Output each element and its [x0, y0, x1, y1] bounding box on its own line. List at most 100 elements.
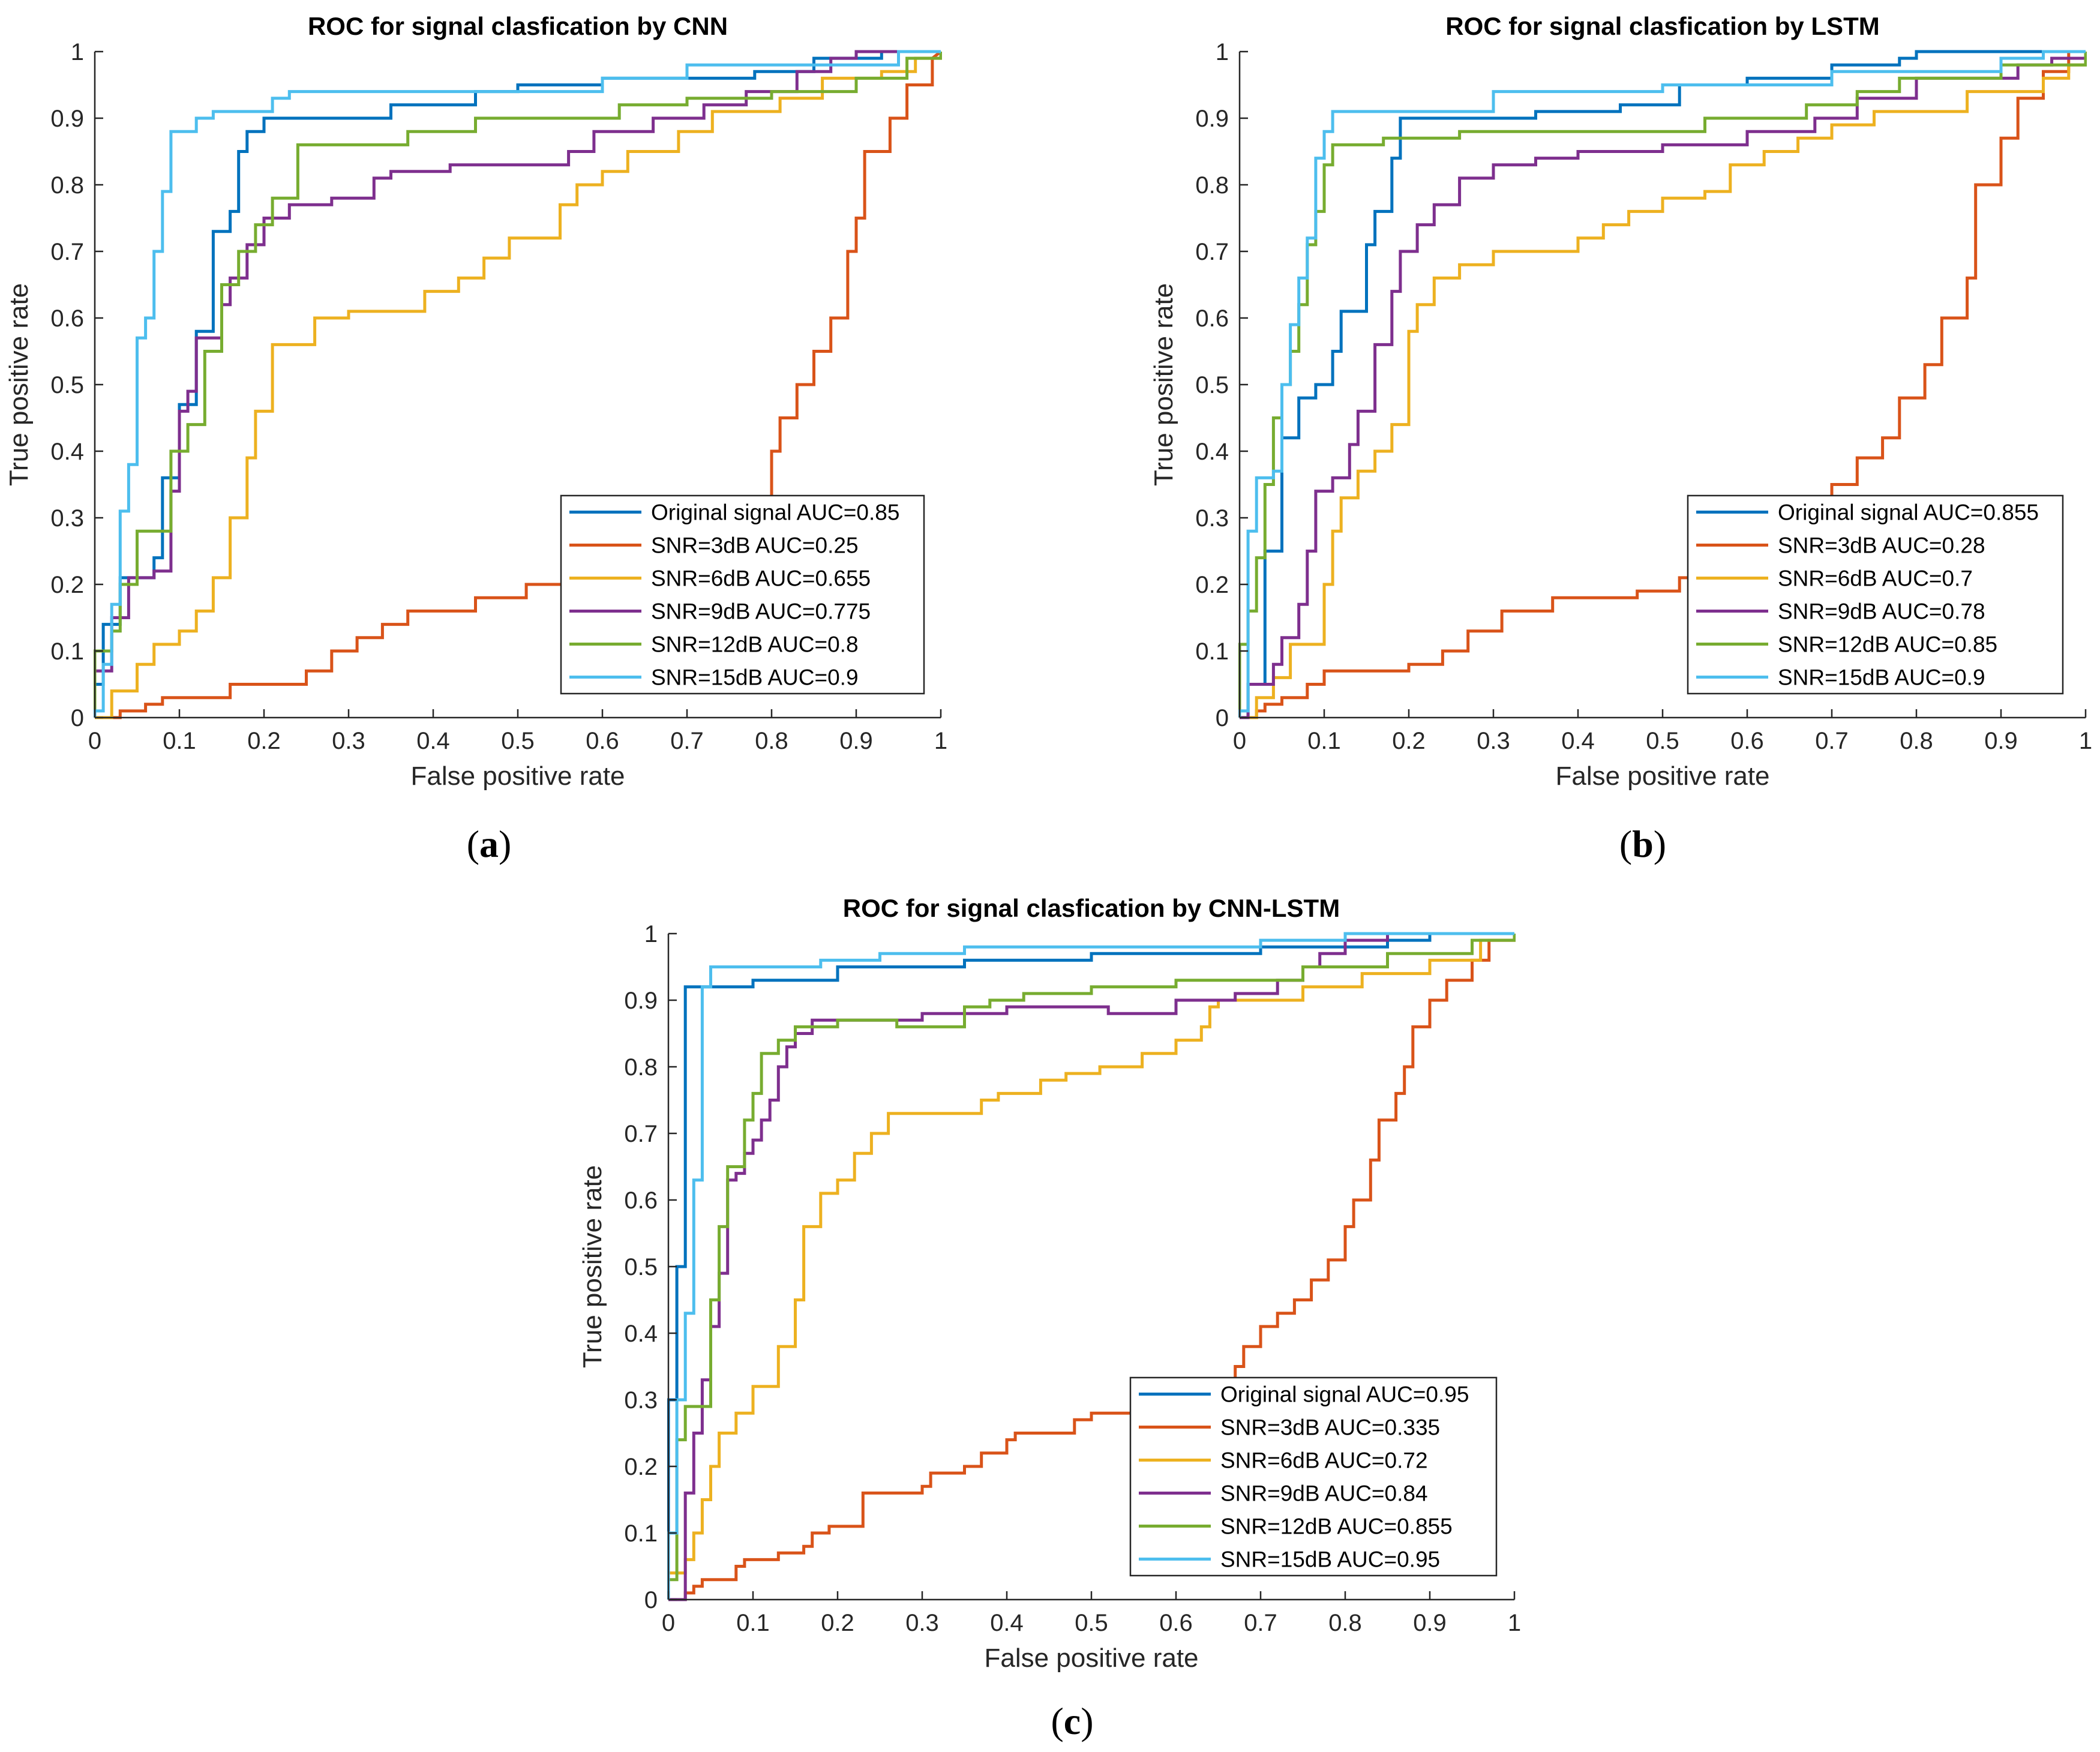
legend-box: [1129, 1376, 1498, 1577]
legend-entry-snr6: SNR=6dB AUC=0.655: [651, 566, 871, 591]
x-tick-label: 1: [1508, 1610, 1521, 1636]
legend-entry-snr9: SNR=9dB AUC=0.78: [1778, 599, 1985, 624]
y-tick-label: 0.3: [1195, 505, 1229, 532]
legend-entry-snr9: SNR=9dB AUC=0.775: [651, 599, 871, 624]
legend-entry-original: Original signal AUC=0.85: [651, 500, 899, 525]
legend-entry-snr12: SNR=12dB AUC=0.8: [651, 632, 859, 657]
x-tick-label: 0.8: [1328, 1610, 1362, 1636]
y-tick-label: 0.5: [624, 1254, 658, 1280]
x-tick-label: 0: [662, 1610, 675, 1636]
y-tick-label: 0.8: [1195, 172, 1229, 199]
y-tick-label: 0.8: [624, 1054, 658, 1081]
y-tick-label: 0.9: [624, 988, 658, 1014]
y-tick-label: 0.7: [50, 239, 84, 265]
legend: Original signal AUC=0.95 SNR=3dB AUC=0.33…: [1129, 1376, 1498, 1577]
series-line-original: [667, 932, 1514, 1600]
legend-entry-snr9: SNR=9dB AUC=0.84: [1220, 1481, 1428, 1506]
y-tick-label: 1: [644, 921, 658, 947]
x-tick-label: 0.3: [332, 728, 365, 754]
y-tick-label: 0.2: [1195, 572, 1229, 598]
chart-title: ROC for signal clasfication by LSTM: [1445, 12, 1879, 40]
series-line-snr9: [94, 50, 941, 718]
y-tick-label: 0.7: [1195, 239, 1229, 265]
x-tick-label: 0.7: [670, 728, 704, 754]
series-line-snr6: [95, 52, 942, 719]
y-tick-label: 0.4: [1195, 439, 1229, 465]
y-tick-label: 0.6: [50, 305, 84, 332]
x-tick-label: 0.8: [755, 728, 788, 754]
x-axis-label: False positive rate: [1555, 761, 1769, 791]
panel-label: (b): [1619, 823, 1666, 865]
legend: Original signal AUC=0.855 SNR=3dB AUC=0.2…: [1687, 494, 2064, 695]
x-tick-label: 0.4: [1561, 728, 1595, 754]
chart-panel-b: ROC for signal clasfication by LSTM 0 0.1 0…: [1149, 12, 2092, 865]
series-line-snr9: [1240, 52, 2087, 719]
x-tick-label: 0.9: [1413, 1610, 1447, 1636]
x-tick-label: 1: [934, 728, 947, 754]
x-axis-label: False positive rate: [984, 1643, 1198, 1673]
series-line-snr15: [1238, 50, 2086, 718]
series-line-original: [1240, 50, 2086, 719]
y-tick-label: 0.3: [50, 505, 84, 532]
y-tick-label: 0.3: [624, 1387, 658, 1414]
x-tick-label: 0.9: [839, 728, 873, 754]
series-line-snr15: [94, 50, 941, 718]
x-axis-label: False positive rate: [410, 761, 625, 791]
y-tick-label: 0.6: [624, 1187, 658, 1214]
x-tick-label: 0.4: [990, 1610, 1024, 1636]
y-axis-label: True positive rate: [1149, 283, 1178, 486]
y-tick-label: 0.5: [1195, 372, 1229, 398]
x-tick-label: 0.2: [821, 1610, 854, 1636]
x-tick-label: 0.6: [1730, 728, 1764, 754]
x-tick-label: 0.2: [247, 728, 281, 754]
y-tick-label: 0.1: [50, 638, 84, 665]
legend-box: [1687, 494, 2064, 695]
series-line-snr6: [1240, 52, 2087, 719]
x-tick-label: 0.8: [1900, 728, 1933, 754]
x-tick-label: 0.6: [1159, 1610, 1193, 1636]
panel-label-letter: b: [1632, 823, 1654, 865]
legend-entry-snr3: SNR=3dB AUC=0.28: [1778, 533, 1985, 558]
chart-title: ROC for signal clasfication by CNN-LSTM: [843, 894, 1340, 922]
y-tick-label: 0: [644, 1587, 658, 1613]
legend-entry-snr6: SNR=6dB AUC=0.72: [1220, 1448, 1428, 1473]
x-tick-label: 0: [1233, 728, 1246, 754]
series-line-snr12: [1238, 52, 2087, 718]
x-tick-label: 0.1: [163, 728, 196, 754]
y-tick-label: 0.2: [50, 572, 84, 598]
y-tick-label: 1: [71, 39, 84, 65]
y-tick-label: 0.7: [624, 1121, 658, 1147]
legend-entry-snr15: SNR=15dB AUC=0.9: [1778, 665, 1985, 690]
y-tick-label: 0.5: [50, 372, 84, 398]
legend-entry-snr15: SNR=15dB AUC=0.95: [1220, 1547, 1440, 1572]
legend-entry-snr6: SNR=6dB AUC=0.7: [1778, 566, 1973, 591]
series-line-snr12: [667, 934, 1516, 1600]
x-tick-label: 0.3: [905, 1610, 939, 1636]
legend-entry-original: Original signal AUC=0.855: [1778, 500, 2039, 525]
panel-label: (a): [467, 823, 512, 865]
chart-title: ROC for signal clasfication by CNN: [308, 12, 728, 40]
legend-entry-snr12: SNR=12dB AUC=0.85: [1778, 632, 1997, 657]
x-tick-label: 0.5: [501, 728, 535, 754]
panel-label-letter: c: [1064, 1700, 1081, 1742]
y-axis-label: True positive rate: [578, 1165, 607, 1368]
y-axis-label: True positive rate: [4, 283, 34, 486]
x-tick-label: 0.1: [1307, 728, 1341, 754]
series-line-snr15: [667, 932, 1514, 1600]
y-tick-label: 0.8: [50, 172, 84, 199]
y-tick-label: 0.6: [1195, 305, 1229, 332]
y-tick-label: 0.1: [1195, 638, 1229, 665]
y-tick-label: 0.1: [624, 1520, 658, 1547]
legend-entry-snr3: SNR=3dB AUC=0.335: [1220, 1415, 1440, 1440]
x-tick-label: 0.2: [1392, 728, 1426, 754]
x-tick-label: 0.7: [1815, 728, 1849, 754]
y-tick-label: 0: [71, 705, 84, 731]
chart-panel-c: ROC for signal clasfication by CNN-LSTM 0…: [578, 894, 1521, 1742]
legend-entry-snr12: SNR=12dB AUC=0.855: [1220, 1514, 1453, 1539]
x-tick-label: 1: [2079, 728, 2092, 754]
x-tick-label: 0.5: [1646, 728, 1679, 754]
legend-entry-original: Original signal AUC=0.95: [1220, 1382, 1469, 1407]
panel-label-letter: a: [479, 823, 499, 865]
y-tick-label: 0.4: [50, 439, 84, 465]
